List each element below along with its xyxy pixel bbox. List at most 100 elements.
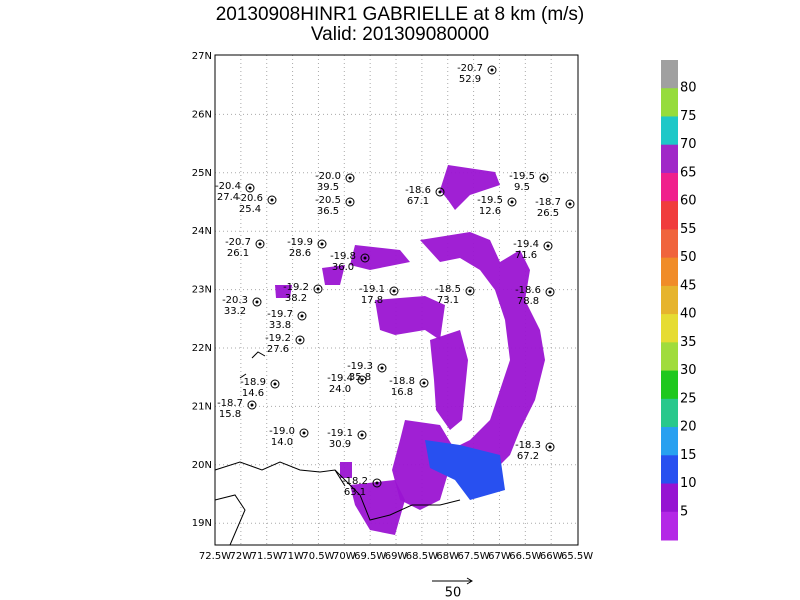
colorbar-segment [661,398,678,428]
station-value: 52.9 [459,74,481,85]
station-value: 38.2 [285,293,307,304]
station-marker [465,286,475,296]
station-value: 36.0 [332,262,354,273]
station-value: -19.9 [287,237,313,248]
station-value: -19.7 [267,309,293,320]
lon-label: 72W [230,551,253,562]
coastline [214,351,461,546]
lat-label: 23N [192,285,212,296]
station-marker [372,478,382,488]
lat-label: 27N [192,51,212,62]
station-value: 14.6 [242,388,264,399]
station-marker [313,284,323,294]
station-marker-core [360,433,364,437]
station-marker-core [542,176,546,180]
station-marker-core [300,314,304,318]
station-marker [295,335,305,345]
station-marker [507,197,517,207]
lon-label: 65.5W [561,551,593,562]
station-marker-core [422,381,426,385]
station-marker [267,195,277,205]
station-marker [487,65,497,75]
station-value: -19.5 [477,195,503,206]
colorbar-segment [661,172,678,202]
station-value: -18.5 [435,284,461,295]
lon-label: 71W [281,551,304,562]
colorbar-segment [661,116,678,146]
station-marker-core [258,242,262,246]
station-marker-core [255,300,259,304]
colorbar-segment [661,370,678,400]
station-value: 73.1 [437,295,459,306]
station-value: 71.6 [515,250,537,261]
station-marker [419,378,429,388]
station-marker [357,375,367,385]
station-value: 26.1 [227,248,249,259]
colorbar-label: 35 [680,335,697,350]
station-value: -18.7 [217,398,243,409]
station-value: -18.6 [515,285,541,296]
station-value: 9.5 [514,182,530,193]
station-marker-core [298,338,302,342]
station-value: -20.5 [315,195,341,206]
colorbar-label: 40 [680,307,697,322]
colorbar-segment [661,257,678,287]
title: 20130908HINR1 GABRIELLE at 8 km (m/s) [216,4,585,25]
station-marker [297,311,307,321]
station-value: -19.0 [269,426,295,437]
station-value: 28.6 [289,248,311,259]
station-value: 67.2 [517,451,539,462]
station-value: -18.9 [240,377,266,388]
station-marker-core [320,242,324,246]
station-value: -19.4 [327,373,353,384]
station-marker-core [250,403,254,407]
station-marker [345,197,355,207]
station-marker-core [248,186,252,190]
station-marker-core [348,200,352,204]
colorbar-label: 60 [680,194,697,209]
station-value: 26.5 [537,208,559,219]
station-value: -19.2 [265,333,291,344]
station-marker-core [273,382,277,386]
subtitle: Valid: 201309080000 [311,24,489,45]
colorbar-segment [661,201,678,230]
station-value: -18.2 [342,476,368,487]
lat-label: 25N [192,168,212,179]
station-value: -18.8 [389,376,415,387]
colorbar-segment [661,88,678,117]
scale-label: 50 [445,586,462,600]
station-value: 35.8 [349,372,371,383]
station-marker [389,286,399,296]
station-value: 33.8 [269,320,291,331]
station-marker [545,287,555,297]
station-marker [345,173,355,183]
station-value: -19.2 [283,282,309,293]
station-value: 14.0 [271,437,293,448]
lat-label: 22N [192,343,212,354]
colorbar-label: 30 [680,363,697,378]
lat-label: 24N [192,226,212,237]
station-marker [247,400,257,410]
station-value: -18.7 [535,197,561,208]
station-value: 36.5 [317,206,339,217]
station-marker-core [348,176,352,180]
station-value: -19.1 [359,284,385,295]
station-value: -19.1 [327,428,353,439]
colorbar-label: 65 [680,165,697,180]
station-value: -20.3 [222,295,248,306]
station-marker [299,428,309,438]
colorbar: 80 75 70 65 60 55 50 45 40 35 30 25 20 15 10 5 [661,60,697,541]
station-marker-core [548,290,552,294]
lon-label: 69W [385,551,408,562]
station-marker-core [392,289,396,293]
colorbar-segment [661,60,678,89]
station-value: -19.5 [509,171,535,182]
station-marker [565,199,575,209]
station-marker-core [568,202,572,206]
station-value: -20.6 [237,193,263,204]
station-marker-core [302,431,306,435]
station-marker-core [438,190,442,194]
lon-label: 70W [333,551,356,562]
lon-label: 68W [436,551,459,562]
station-value: 24.0 [329,384,351,395]
